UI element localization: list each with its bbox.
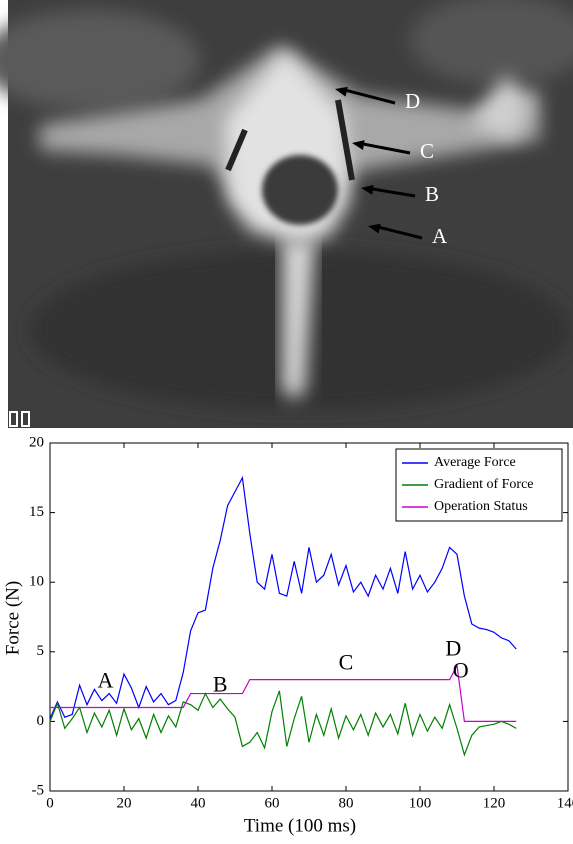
x-tick-label: 100 bbox=[409, 795, 432, 811]
annotation: A bbox=[98, 667, 114, 692]
legend-label: Operation Status bbox=[434, 499, 528, 514]
x-tick-label: 80 bbox=[339, 795, 354, 811]
ct-image bbox=[0, 0, 573, 428]
annotation: D bbox=[445, 635, 461, 660]
figure: DCBA Time (100 ms) Force (N) 02040608010… bbox=[0, 0, 573, 839]
image-label: C bbox=[420, 139, 434, 163]
annotation: O bbox=[453, 658, 469, 683]
annotation: B bbox=[213, 672, 228, 697]
y-tick-label: 20 bbox=[29, 434, 44, 450]
x-tick-label: 0 bbox=[46, 795, 54, 811]
legend-label: Average Force bbox=[434, 455, 516, 470]
image-label: A bbox=[432, 224, 448, 248]
y-tick-label: 5 bbox=[37, 643, 45, 659]
x-tick-label: 40 bbox=[191, 795, 206, 811]
x-tick-label: 120 bbox=[483, 795, 506, 811]
x-tick-label: 140 bbox=[557, 795, 573, 811]
image-label: D bbox=[405, 89, 420, 113]
legend-label: Gradient of Force bbox=[434, 477, 534, 492]
x-axis-label: Time (100 ms) bbox=[244, 815, 356, 836]
y-axis-label: Force (N) bbox=[2, 581, 23, 655]
y-tick-label: 10 bbox=[29, 574, 44, 590]
y-tick-label: 15 bbox=[29, 504, 44, 520]
y-tick-label: -5 bbox=[32, 782, 45, 798]
y-tick-label: 0 bbox=[37, 713, 45, 729]
x-tick-label: 60 bbox=[265, 795, 280, 811]
page: DCBA Time (100 ms) Force (N) 02040608010… bbox=[0, 0, 573, 844]
image-label: B bbox=[425, 182, 439, 206]
x-tick-label: 20 bbox=[117, 795, 132, 811]
annotation: C bbox=[339, 649, 354, 674]
